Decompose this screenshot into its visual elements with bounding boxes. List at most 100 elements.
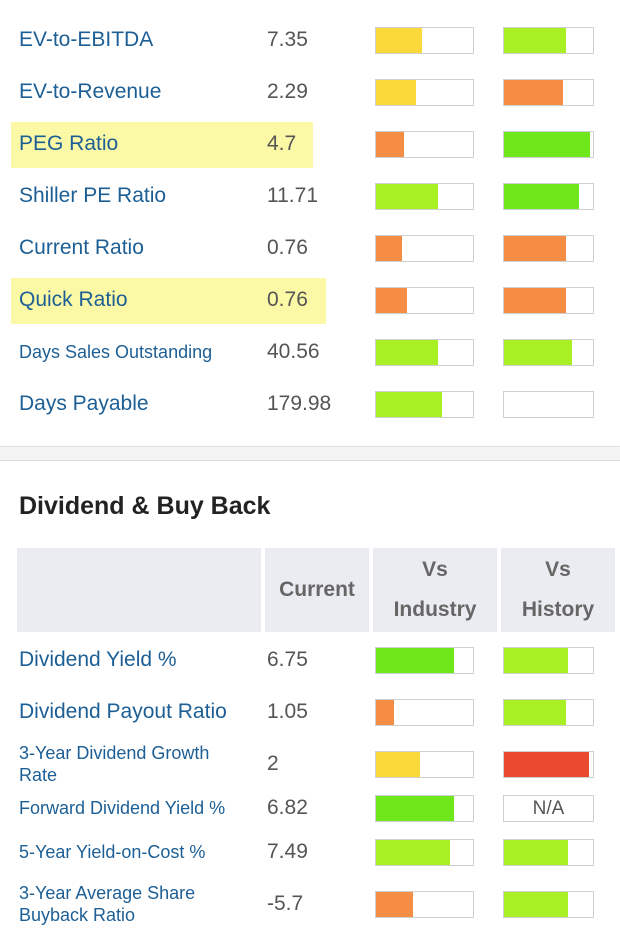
vs-history-bar: [503, 647, 594, 674]
header-vs-history-cell: Vs History: [501, 548, 615, 632]
metric-link[interactable]: PEG Ratio: [19, 132, 119, 155]
header-industry-label: Industry: [393, 598, 477, 621]
metric-link[interactable]: Forward Dividend Yield %: [19, 798, 226, 818]
metric-link[interactable]: 3-Year Dividend Growth Rate: [19, 742, 209, 786]
header-metric-cell: [17, 548, 261, 632]
vs-history-bar: [503, 79, 594, 106]
bar-fill: [376, 840, 450, 865]
card-separator: [0, 448, 620, 460]
bar-fill: [376, 752, 420, 777]
bar-fill: [504, 132, 591, 157]
na-label: N/A: [532, 798, 565, 819]
vs-industry-bar: [375, 183, 474, 210]
bar-fill: [504, 184, 579, 209]
metric-link[interactable]: Shiller PE Ratio: [19, 184, 167, 207]
metric-value: 1.05: [267, 700, 308, 723]
vs-industry-bar: [375, 131, 474, 158]
vs-industry-bar: [375, 795, 474, 822]
vs-history-bar: [503, 391, 594, 418]
bar-fill: [504, 80, 563, 105]
section-title: Dividend & Buy Back: [19, 492, 271, 520]
metric-value: 40.56: [267, 340, 320, 363]
metric-link[interactable]: Days Sales Outstanding: [19, 342, 213, 362]
metric-value: 11.71: [267, 184, 318, 207]
metric-link-line: Rate: [19, 765, 58, 785]
metric-value: 4.7: [267, 132, 297, 155]
row-highlight: [11, 122, 313, 168]
metric-link-line: 3-Year Dividend Growth: [19, 743, 210, 763]
metric-link-line: 3-Year Average Share: [19, 883, 196, 903]
vs-history-bar: [503, 339, 594, 366]
vs-history-bar: [503, 27, 594, 54]
vs-industry-bar: [375, 751, 474, 778]
vs-industry-bar: [375, 79, 474, 106]
bar-fill: [376, 392, 442, 417]
bar-fill: [376, 796, 454, 821]
metric-value: 0.76: [267, 288, 308, 311]
bar-fill: [504, 840, 569, 865]
bar-fill: [376, 80, 416, 105]
metric-link[interactable]: Quick Ratio: [19, 288, 128, 311]
bar-fill: [376, 700, 395, 725]
metric-link[interactable]: EV-to-EBITDA: [19, 28, 154, 51]
bar-fill: [376, 340, 439, 365]
bar-fill: [504, 752, 590, 777]
vs-industry-bar: [375, 339, 474, 366]
vs-industry-bar: [375, 891, 474, 918]
row-highlight: [11, 278, 326, 324]
header-vs-label: Vs: [545, 558, 571, 581]
vs-history-bar: [503, 287, 594, 314]
vs-history-bar: [503, 235, 594, 262]
header-current-label: Current: [279, 578, 355, 601]
vs-history-bar: [503, 891, 594, 918]
bar-fill: [504, 236, 567, 261]
metric-value: 7.49: [267, 840, 308, 863]
metric-link[interactable]: Current Ratio: [19, 236, 144, 259]
metric-link[interactable]: Days Payable: [19, 392, 149, 415]
metric-link[interactable]: 5-Year Yield-on-Cost %: [19, 842, 206, 862]
metric-link-line: Buyback Ratio: [19, 905, 136, 925]
bar-fill: [504, 28, 567, 53]
vs-industry-bar: [375, 235, 474, 262]
metric-link[interactable]: 3-Year Average Share Buyback Ratio: [19, 882, 195, 926]
valuation-card: [0, 0, 620, 447]
metric-link[interactable]: EV-to-Revenue: [19, 80, 162, 103]
metric-value: 6.75: [267, 648, 308, 671]
vs-industry-bar: [375, 27, 474, 54]
metric-value: 2.29: [267, 80, 308, 103]
bar-fill: [376, 648, 454, 673]
vs-history-bar: [503, 183, 594, 210]
metric-link[interactable]: Dividend Yield %: [19, 648, 177, 671]
vs-industry-bar: [375, 647, 474, 674]
bar-fill: [376, 236, 403, 261]
bar-fill: [504, 892, 569, 917]
vs-industry-bar: [375, 287, 474, 314]
header-vs-label: Vs: [422, 558, 448, 581]
metric-value: 2: [267, 752, 279, 775]
vs-history-bar: [503, 131, 594, 158]
vs-history-bar: [503, 839, 594, 866]
metric-value: 7.35: [267, 28, 308, 51]
vs-industry-bar: [375, 391, 474, 418]
bar-fill: [376, 892, 413, 917]
bar-fill: [504, 648, 569, 673]
bar-fill: [504, 700, 567, 725]
metric-link[interactable]: Dividend Payout Ratio: [19, 700, 227, 723]
header-vs-industry-cell: Vs Industry: [373, 548, 497, 632]
vs-history-bar: N/A: [503, 795, 594, 822]
vs-industry-bar: [375, 699, 474, 726]
bar-fill: [376, 28, 422, 53]
header-current-cell: Current: [265, 548, 369, 632]
bar-fill: [376, 184, 439, 209]
metric-value: 179.98: [267, 392, 332, 415]
metric-value: 0.76: [267, 236, 308, 259]
header-history-label: History: [521, 598, 595, 621]
bar-fill: [376, 132, 405, 157]
vs-history-bar: [503, 699, 594, 726]
vs-industry-bar: [375, 839, 474, 866]
metric-value: -5.7: [267, 892, 304, 915]
metric-value: 6.82: [267, 796, 308, 819]
bar-fill: [376, 288, 408, 313]
bar-fill: [504, 288, 567, 313]
vs-history-bar: [503, 751, 594, 778]
